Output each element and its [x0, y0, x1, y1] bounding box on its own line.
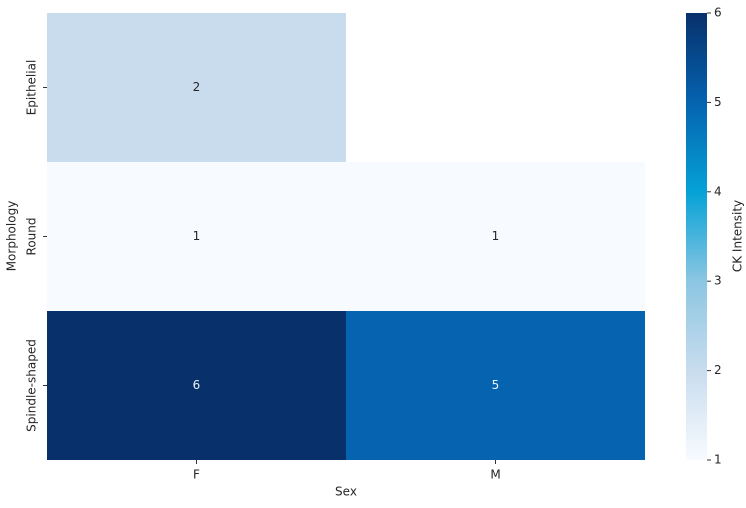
heatmap-cell	[47, 162, 346, 311]
heatmap-cell	[346, 311, 645, 460]
colorbar-tick-label: 2	[714, 363, 722, 377]
colorbar-tick-label: 3	[714, 274, 722, 288]
colorbar	[686, 13, 707, 460]
cell-label: 2	[193, 80, 201, 94]
x-axis-label: Sex	[335, 485, 357, 499]
cell-label: 5	[492, 378, 500, 392]
colorbar-tick-label: 4	[714, 184, 722, 198]
y-tick-label: Round	[25, 218, 39, 256]
y-tick-label: Epithelial	[25, 60, 39, 116]
heatmap-cell	[346, 162, 645, 311]
cell-label: 1	[193, 229, 201, 243]
heatmap-cell	[47, 13, 346, 162]
x-tick-label: M	[490, 468, 500, 482]
colorbar-tick-label: 6	[714, 6, 722, 20]
cell-label: 1	[492, 229, 500, 243]
cell-label: 6	[193, 378, 201, 392]
heatmap-cell	[47, 311, 346, 460]
colorbar-label: CK Intensity	[731, 200, 745, 272]
x-tick-label: F	[193, 468, 200, 482]
y-axis-label: Morphology	[5, 201, 19, 272]
colorbar-tick-label: 1	[714, 453, 722, 467]
y-tick-label: Spindle-shaped	[25, 339, 39, 432]
colorbar-tick-label: 5	[714, 95, 722, 109]
